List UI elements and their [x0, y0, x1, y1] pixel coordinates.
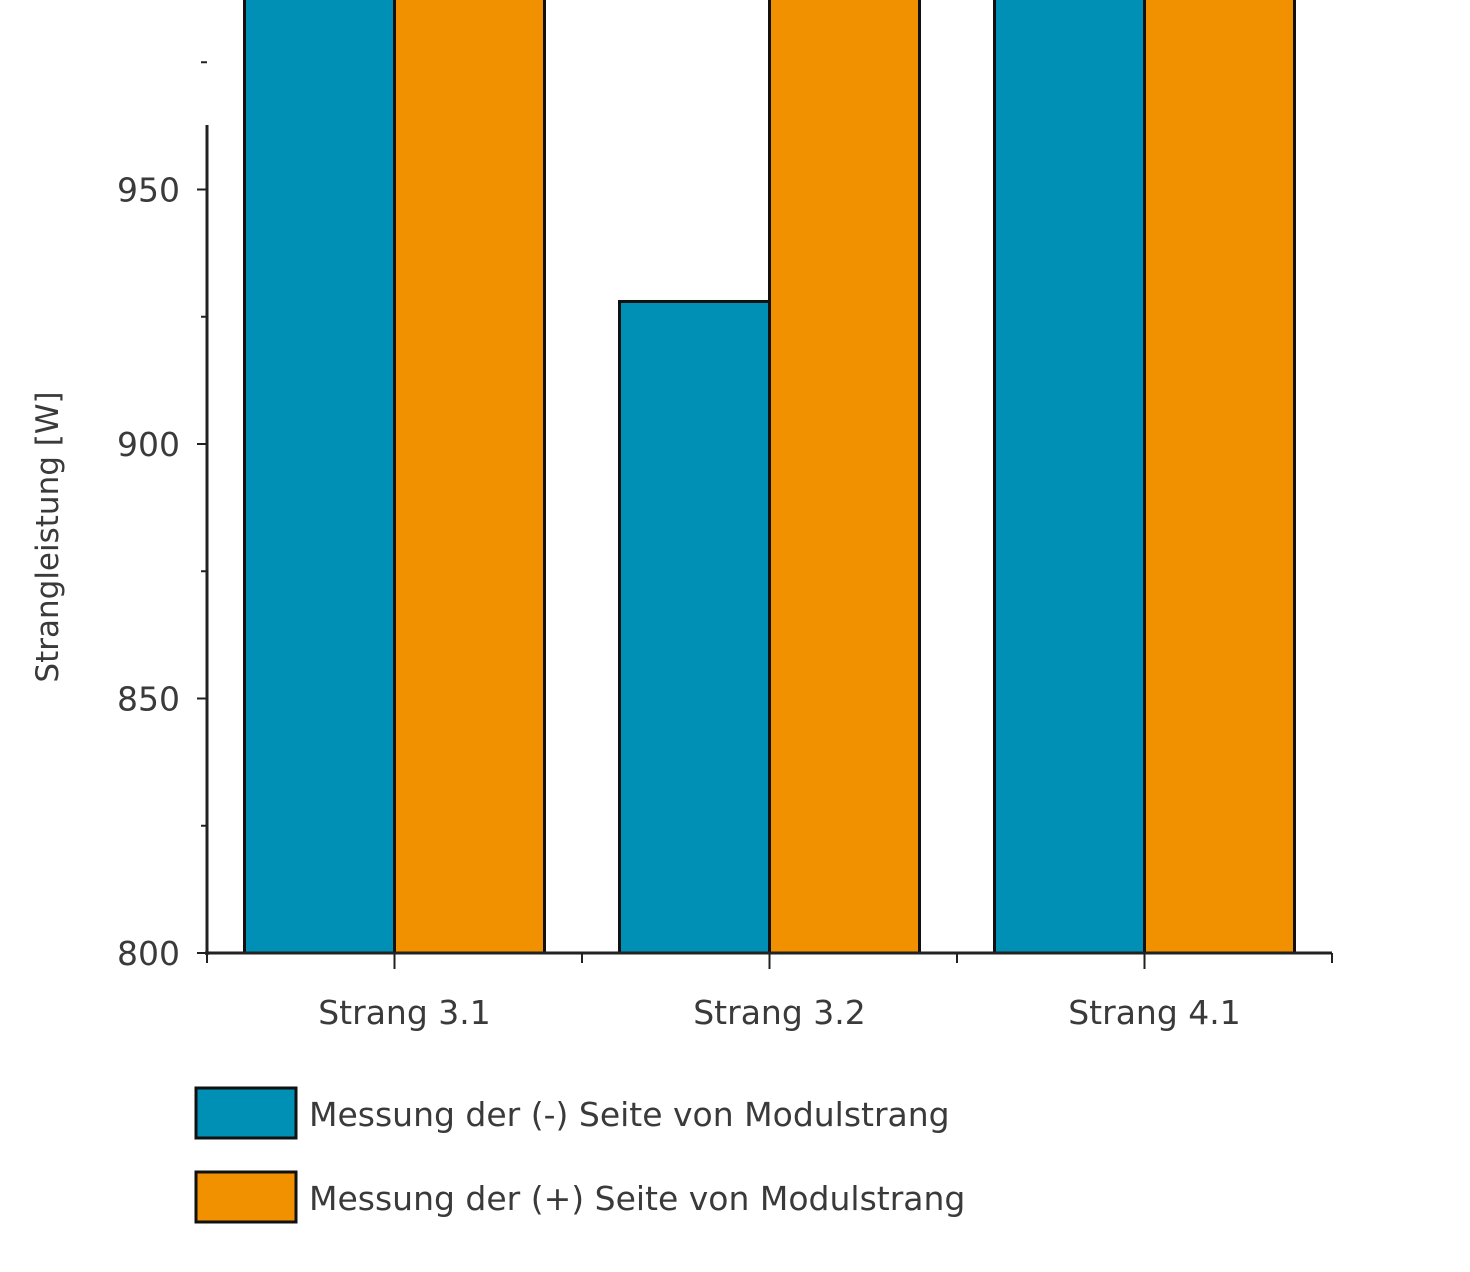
bar-plus-strang-3-1 — [393, 0, 546, 955]
y-axis-title: Strangleistung [W] — [30, 391, 66, 682]
bars-group — [243, 0, 1296, 955]
x-tick-label: Strang 3.1 — [318, 993, 491, 1032]
legend: Messung der (-) Seite von Modulstrang Mes… — [194, 1086, 965, 1224]
bar-plus-strang-4-1 — [1143, 0, 1296, 955]
y-tick-label: 950 — [117, 171, 180, 210]
x-tick-label: Strang 4.1 — [1068, 993, 1241, 1032]
bar-plus-strang-3-2 — [768, 0, 921, 955]
legend-swatch-plus — [194, 1170, 298, 1224]
bar-minus-strang-3-1 — [243, 0, 396, 955]
bar-minus-strang-3-2 — [618, 299, 771, 955]
bar-minus-strang-4-1 — [993, 0, 1146, 955]
legend-label-plus: Messung der (+) Seite von Modulstrang — [309, 1179, 965, 1218]
y-tick-label: 850 — [117, 680, 180, 719]
legend-label-minus: Messung der (-) Seite von Modulstrang — [309, 1095, 950, 1134]
legend-swatch-minus — [194, 1086, 298, 1140]
y-tick-label: 900 — [117, 425, 180, 464]
x-tick-label: Strang 3.2 — [693, 993, 866, 1032]
y-tick-label: 800 — [117, 934, 180, 973]
axes-group: Strang 3.1 Strang 3.2 Strang 4.1 800 850 900 9… — [117, 61, 1333, 1032]
